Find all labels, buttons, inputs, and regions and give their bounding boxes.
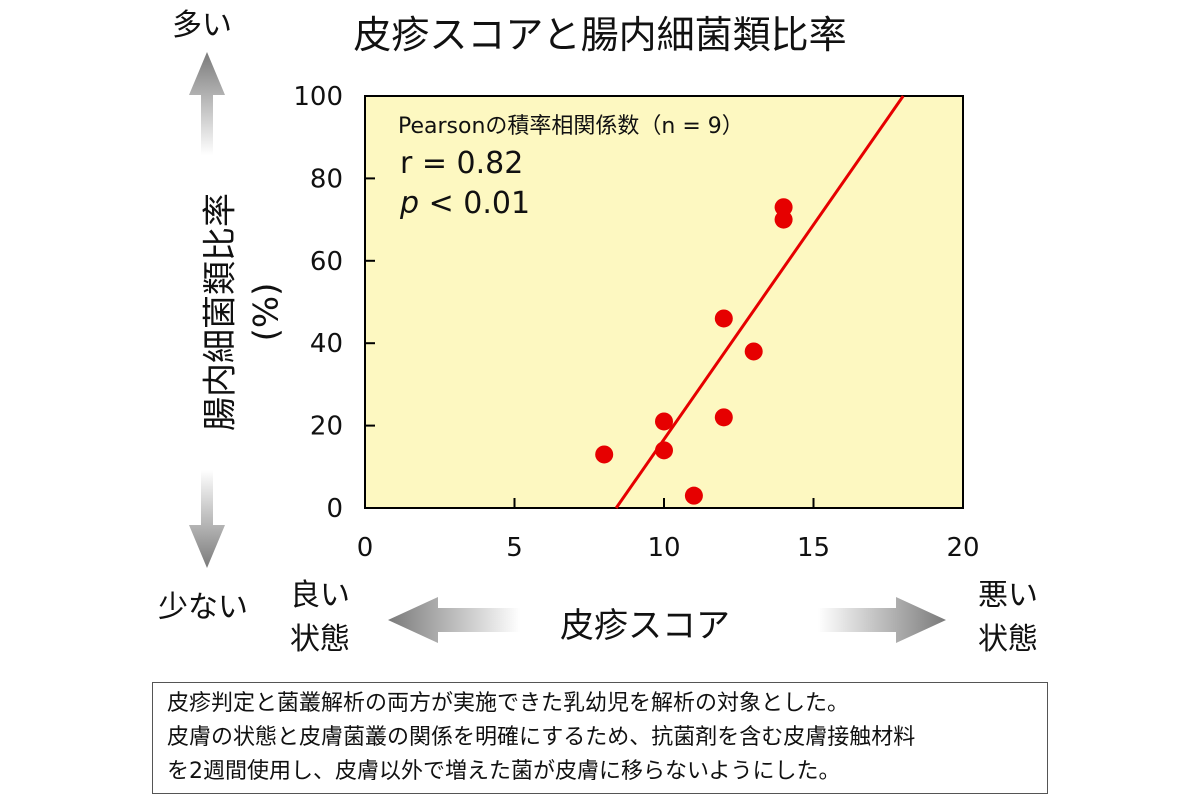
up-arrow-icon	[189, 52, 225, 155]
y-axis-unit: (%)	[247, 283, 287, 342]
r-value: r = 0.82	[400, 146, 524, 181]
p-value: p < 0.01	[400, 186, 531, 221]
note-box: 皮疹判定と菌叢解析の両方が実施できた乳幼児を解析の対象とした。 皮膚の状態と皮膚…	[152, 682, 1048, 794]
x-tick-label: 15	[797, 533, 830, 563]
x-axis-title: 皮疹スコア	[560, 606, 730, 646]
correlation-label: Pearsonの積率相関係数（n = 9）	[398, 114, 744, 139]
data-point	[714, 408, 733, 427]
bad-state-label: 悪い 状態	[978, 578, 1038, 657]
note-line: 皮疹判定と菌叢解析の両方が実施できた乳幼児を解析の対象とした。	[167, 691, 850, 716]
x-tick-label: 5	[506, 533, 523, 563]
data-point	[655, 441, 673, 460]
y-tick-label: 0	[326, 494, 343, 524]
data-point	[774, 210, 793, 229]
chart-title: 皮疹スコアと腸内細菌類比率	[353, 13, 847, 57]
data-point	[774, 198, 793, 217]
bottom-left-label: 少ない	[158, 590, 248, 625]
data-point	[744, 342, 763, 361]
left-arrow-icon	[388, 597, 520, 643]
top-left-label: 多い	[172, 8, 232, 43]
data-point	[595, 445, 614, 464]
y-tick-label: 60	[310, 247, 343, 277]
x-tick-label: 10	[647, 533, 680, 563]
note-line: 皮膚の状態と皮膚菌叢の関係を明確にするため、抗菌剤を含む皮膚接触材料	[167, 725, 916, 750]
x-tick-label: 20	[946, 533, 979, 563]
y-tick-label: 80	[310, 164, 343, 194]
data-point	[684, 486, 703, 505]
trend-line	[614, 95, 905, 509]
data-point	[655, 412, 673, 431]
down-arrow-icon	[189, 470, 225, 568]
note-line: を2週間使用し、皮膚以外で増えた菌が皮膚に移らないようにした。	[167, 759, 841, 784]
y-tick-label: 20	[310, 412, 343, 442]
y-tick-label: 40	[310, 329, 343, 359]
y-axis-title: 腸内細菌類比率	[201, 193, 241, 431]
good-state-label: 良い 状態	[290, 578, 350, 657]
data-point	[714, 309, 733, 328]
x-tick-label: 0	[357, 533, 374, 563]
right-arrow-icon	[818, 597, 946, 643]
y-tick-label: 100	[293, 82, 343, 112]
